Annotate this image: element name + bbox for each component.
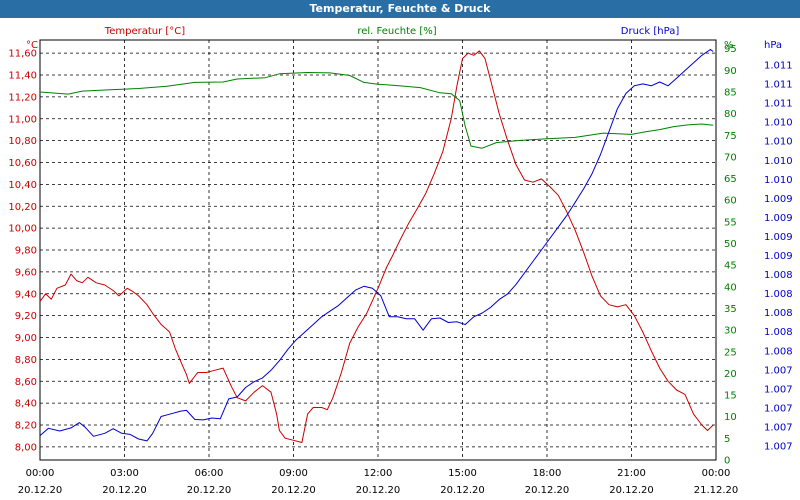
x-tick-time: 00:00 [26,468,55,479]
left-tick-label: 8,20 [15,421,37,432]
middle-tick-label: 85 [724,87,737,98]
middle-tick-label: 10 [724,412,737,423]
middle-tick-label: 45 [724,261,737,272]
x-tick-date: 20.12.20 [525,485,570,496]
left-tick-label: 10,40 [8,180,37,191]
x-tick-date: 20.12.20 [271,485,316,496]
right-tick-label: 1.011 [764,99,793,110]
legend-humidity: rel. Feuchte [%] [357,26,436,37]
right-tick-label: 1.010 [764,156,793,167]
left-tick-label: 8,40 [15,399,37,410]
left-tick-label: 11,00 [8,114,37,125]
x-tick-date: 20.12.20 [609,485,654,496]
middle-tick-label: 90 [724,66,737,77]
legend-temperature: Temperatur [°C] [104,26,185,37]
left-tick-label: 9,60 [15,267,37,278]
left-tick-label: 9,40 [15,289,37,300]
left-tick-label: 8,80 [15,355,37,366]
middle-tick-label: 70 [724,152,737,163]
left-tick-label: 10,80 [8,136,37,147]
left-tick-label: 10,20 [8,202,37,213]
right-tick-label: 1.007 [764,365,793,376]
left-tick-label: 11,60 [8,49,37,60]
right-tick-label: 1.007 [764,442,793,453]
grid-lines [39,39,717,461]
legend-pressure: Druck [hPa] [621,26,680,37]
right-tick-label: 1.007 [764,384,793,395]
right-tick-label: 1.011 [764,80,793,91]
middle-tick-label: 15 [724,391,737,402]
x-tick-time: 18:00 [533,468,562,479]
x-tick-time: 12:00 [364,468,393,479]
series-line-pressure [39,49,714,442]
middle-tick-label: 50 [724,239,737,250]
right-tick-label: 1.011 [764,61,793,72]
middle-tick-label: 60 [724,196,737,207]
right-tick-label: 1.009 [764,194,793,205]
right-tick-label: 1.008 [764,327,793,338]
x-tick-time: 03:00 [110,468,139,479]
middle-tick-label: 65 [724,174,737,185]
x-tick-time: 06:00 [195,468,224,479]
x-tick-date: 21.12.20 [694,485,739,496]
x-tick-date: 20.12.20 [187,485,232,496]
left-tick-label: 8,60 [15,377,37,388]
middle-tick-label: 20 [724,369,737,380]
middle-tick-label: 5 [724,434,730,445]
right-tick-label: 1.010 [764,175,793,186]
middle-tick-label: 30 [724,326,737,337]
x-tick-time: 09:00 [279,468,308,479]
left-tick-label: 10,60 [8,158,37,169]
series-line-humidity [39,72,714,149]
right-tick-label: 1.008 [764,289,793,300]
middle-tick-label: 40 [724,282,737,293]
middle-tick-label: 35 [724,304,737,315]
series-lines [39,49,714,443]
right-axis-ticks: 1.007 1.007 1.007 1.007 1.007 1.008 1.008 1.008… [764,61,793,453]
middle-tick-label: 80 [724,109,737,120]
x-tick-date: 20.12.20 [18,485,63,496]
right-axis-unit: hPa [764,40,782,51]
right-tick-label: 1.009 [764,213,793,224]
left-tick-label: 9,80 [15,246,37,257]
x-tick-date: 20.12.20 [356,485,401,496]
x-tick-time: 00:00 [702,468,731,479]
series-line-temperature [39,50,714,443]
middle-tick-label: 75 [724,131,737,142]
right-tick-label: 1.009 [764,232,793,243]
left-axis-unit: °C [26,40,38,51]
left-tick-label: 11,40 [8,71,37,82]
middle-tick-label: 0 [724,456,730,467]
x-axis-ticks: 00:00 20.12.20 03:00 20.12.20 06:00 20.12.20 0… [18,468,739,496]
right-tick-label: 1.008 [764,270,793,281]
middle-axis-ticks: 0 5 10 15 20 25 30 35 40 45 50 55 60 65 70 75 80 85 90 95 [724,44,737,466]
left-tick-label: 9,20 [15,311,37,322]
middle-tick-label: 95 [724,44,737,55]
left-tick-label: 10,00 [8,224,37,235]
x-tick-date: 20.12.20 [440,485,485,496]
middle-axis-unit: % [724,40,734,51]
right-tick-label: 1.010 [764,118,793,129]
chart-title: Temperatur, Feuchte & Druck [0,0,800,18]
x-tick-date: 20.12.20 [102,485,147,496]
middle-tick-label: 25 [724,347,737,358]
left-tick-label: 8,00 [15,442,37,453]
right-tick-label: 1.008 [764,346,793,357]
right-tick-label: 1.008 [764,308,793,319]
right-tick-label: 1.009 [764,251,793,262]
left-axis-ticks: 8,00 8,20 8,40 8,60 8,80 9,00 9,20 9,40 9,60 9,80… [8,49,37,454]
right-tick-label: 1.007 [764,422,793,433]
x-tick-time: 15:00 [448,468,477,479]
middle-tick-label: 55 [724,217,737,228]
right-tick-label: 1.007 [764,403,793,414]
x-tick-time: 21:00 [617,468,646,479]
legend: Temperatur [°C] rel. Feuchte [%] Druck [… [104,26,680,37]
left-tick-label: 11,20 [8,92,37,103]
right-tick-label: 1.010 [764,137,793,148]
left-tick-label: 9,00 [15,333,37,344]
